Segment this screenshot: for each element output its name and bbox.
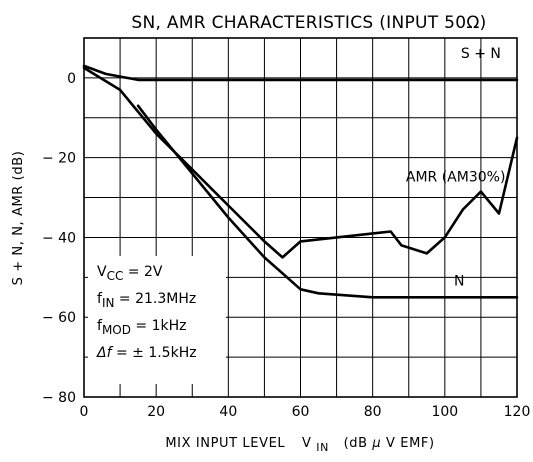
x-axis-label-main: MIX INPUT LEVEL bbox=[165, 436, 285, 451]
conditions-box bbox=[88, 256, 226, 384]
condition-line: VCC = 2V bbox=[97, 264, 163, 283]
x-axis-label-symbol-sub: IN bbox=[316, 441, 329, 454]
y-tick-label: − 60 bbox=[42, 310, 76, 326]
tick-labels: 0 20 40 60 80 100 120 0 − 20 − 40 − 60 − 80 bbox=[42, 71, 530, 420]
series-line-n bbox=[136, 104, 519, 299]
series-labels: S + N AMR (AM30%) N bbox=[406, 46, 506, 289]
y-tick-label: − 20 bbox=[42, 151, 76, 167]
condition-line: fIN = 21.3MHz bbox=[97, 291, 196, 310]
plot-frame bbox=[83, 37, 518, 398]
chart-title: SN, AMR CHARACTERISTICS (INPUT 50Ω) bbox=[131, 13, 486, 33]
series-label: S + N bbox=[461, 46, 501, 62]
x-axis-label-symbol: V bbox=[302, 436, 312, 451]
x-tick-label: 60 bbox=[292, 404, 310, 420]
conditions-text: VCC = 2V fIN = 21.3MHz fMOD = 1kHz Δf = ± 1… bbox=[96, 264, 197, 361]
y-tick-label: 0 bbox=[67, 71, 76, 87]
series-label: AMR (AM30%) bbox=[406, 170, 506, 186]
condition-line: fMOD = 1kHz bbox=[97, 318, 187, 337]
x-axis-label-unit-close: V EMF) bbox=[386, 436, 435, 451]
x-tick-label: 40 bbox=[219, 404, 237, 420]
condition-line: Δf = ± 1.5kHz bbox=[96, 345, 197, 361]
x-tick-label: 20 bbox=[147, 404, 165, 420]
x-tick-label: 120 bbox=[504, 404, 531, 420]
y-tick-label: − 80 bbox=[42, 390, 76, 406]
x-tick-label: 100 bbox=[431, 404, 458, 420]
x-axis-label-unit-mu: μ bbox=[371, 436, 381, 451]
x-axis-label-unit-open: (dB bbox=[344, 436, 368, 451]
x-axis-label: MIX INPUT LEVEL V IN (dB μ V EMF) bbox=[165, 436, 434, 455]
x-tick-label: 0 bbox=[80, 404, 89, 420]
series-line-s-n bbox=[82, 64, 519, 82]
x-tick-label: 80 bbox=[364, 404, 382, 420]
y-tick-label: − 40 bbox=[42, 230, 76, 246]
y-axis-label: S + N, N, AMR (dB) bbox=[11, 151, 26, 286]
series-layer bbox=[82, 64, 519, 299]
series-label: N bbox=[454, 273, 464, 289]
